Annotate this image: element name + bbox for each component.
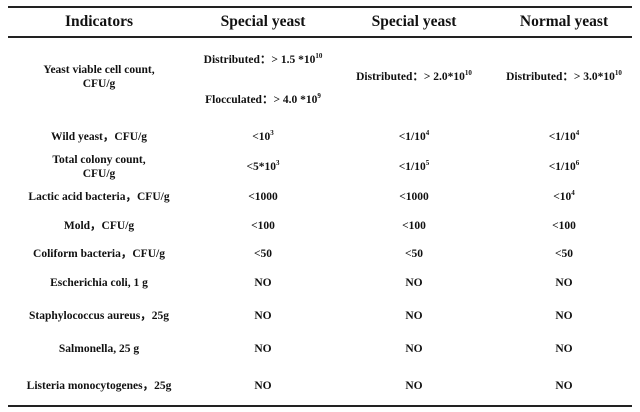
row-indicator: Escherichia coli, 1 g — [50, 277, 148, 289]
cell-value: NO — [555, 277, 573, 289]
row-indicator: Coliform bacteria，CFU/g — [33, 248, 165, 260]
header-normal-yeast: Normal yeast — [519, 13, 609, 30]
row-indicator: Wild yeast，CFU/g — [51, 131, 147, 143]
cell-value: <100 — [552, 220, 576, 232]
cell-value: NO — [254, 277, 272, 289]
bottom-rule — [8, 405, 632, 407]
cell-value: NO — [405, 310, 423, 322]
cell-value: <1/104 — [398, 129, 430, 144]
cell-value: <1/104 — [548, 129, 580, 144]
cell-value: Distributed：> 3.0*1010 — [506, 69, 622, 84]
cell-value: Distributed：> 2.0*1010 — [356, 69, 472, 84]
cell-value: <100 — [251, 220, 275, 232]
cell-value: <100 — [402, 220, 426, 232]
cell-value: NO — [555, 310, 573, 322]
header-special-yeast-1: Special yeast — [220, 13, 306, 30]
row-indicator: Total colony count, CFU/g — [52, 154, 146, 180]
row-indicator: Salmonella, 25 g — [58, 343, 140, 355]
cell-value: NO — [405, 343, 423, 355]
cell-value: Distributed：> 1.5 *1010 — [203, 52, 323, 67]
cell-value: <1/105 — [398, 159, 430, 174]
cell-value: NO — [254, 310, 272, 322]
cell-value: <1/106 — [548, 159, 580, 174]
row-indicator: Staphylococcus aureus，25g — [28, 310, 170, 322]
row-indicator: Yeast viable cell count, CFU/g — [43, 64, 155, 90]
cell-value: Flocculated：> 4.0 *109 — [205, 92, 321, 107]
cell-value: <50 — [404, 248, 424, 260]
row-indicator: Lactic acid bacteria，CFU/g — [28, 191, 170, 203]
cell-value: NO — [405, 380, 423, 392]
cell-value: <50 — [554, 248, 574, 260]
cell-value: <104 — [553, 189, 575, 204]
row-indicator: Listeria monocytogenes，25g — [26, 380, 172, 392]
cell-value: <103 — [252, 129, 274, 144]
cell-value: NO — [254, 343, 272, 355]
cell-value: <5*103 — [246, 159, 280, 174]
cell-value: <1000 — [399, 191, 429, 203]
cell-value: <1000 — [248, 191, 278, 203]
cell-value: <50 — [253, 248, 273, 260]
cell-value: NO — [405, 277, 423, 289]
top-rule — [8, 6, 632, 8]
cell-value: NO — [555, 343, 573, 355]
header-rule — [8, 36, 632, 38]
row-indicator: Mold，CFU/g — [63, 220, 135, 232]
header-special-yeast-2: Special yeast — [371, 13, 457, 30]
cell-value: NO — [254, 380, 272, 392]
header-indicators: Indicators — [64, 13, 134, 30]
cell-value: NO — [555, 380, 573, 392]
